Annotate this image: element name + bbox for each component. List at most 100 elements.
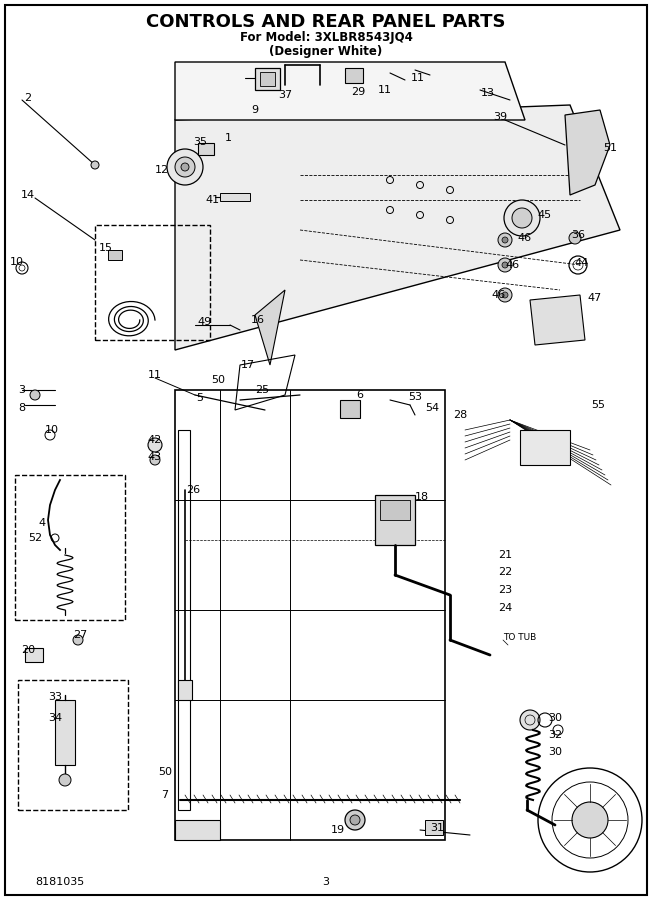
Circle shape <box>502 262 508 268</box>
Text: 15: 15 <box>99 243 113 253</box>
Text: 49: 49 <box>198 317 212 327</box>
Circle shape <box>498 258 512 272</box>
Circle shape <box>350 815 360 825</box>
Bar <box>345 68 363 83</box>
Circle shape <box>512 208 532 228</box>
Circle shape <box>345 810 365 830</box>
Text: 50: 50 <box>211 375 225 385</box>
Text: 36: 36 <box>571 230 585 240</box>
Circle shape <box>502 292 508 298</box>
Circle shape <box>520 710 540 730</box>
Text: 27: 27 <box>73 630 87 640</box>
Circle shape <box>572 802 608 838</box>
Text: 4: 4 <box>38 518 46 528</box>
Text: 1: 1 <box>224 133 231 143</box>
Bar <box>220 193 250 201</box>
Text: 20: 20 <box>21 645 35 655</box>
Text: 25: 25 <box>255 385 269 395</box>
Text: 54: 54 <box>425 403 439 413</box>
Text: 39: 39 <box>493 112 507 122</box>
Circle shape <box>569 232 581 244</box>
Text: 46: 46 <box>491 290 505 300</box>
Text: 50: 50 <box>158 767 172 777</box>
Polygon shape <box>530 295 585 345</box>
Text: 12: 12 <box>155 165 169 175</box>
Bar <box>380 500 410 520</box>
Text: 53: 53 <box>408 392 422 402</box>
Bar <box>375 495 415 545</box>
Text: 41: 41 <box>206 195 220 205</box>
Text: 33: 33 <box>48 692 62 702</box>
Text: 13: 13 <box>481 88 495 98</box>
Circle shape <box>498 233 512 247</box>
Bar <box>255 68 280 90</box>
Text: 52: 52 <box>28 533 42 543</box>
Text: 44: 44 <box>575 258 589 268</box>
Text: 10: 10 <box>10 257 24 267</box>
Text: 11: 11 <box>148 370 162 380</box>
Bar <box>55 700 75 765</box>
Text: 19: 19 <box>331 825 345 835</box>
Bar <box>340 400 360 418</box>
Text: CONTROLS AND REAR PANEL PARTS: CONTROLS AND REAR PANEL PARTS <box>146 13 506 31</box>
Circle shape <box>167 149 203 185</box>
Polygon shape <box>175 105 620 350</box>
Text: 22: 22 <box>498 567 512 577</box>
Circle shape <box>59 774 71 786</box>
Circle shape <box>175 157 195 177</box>
Text: 46: 46 <box>518 233 532 243</box>
Text: 37: 37 <box>278 90 292 100</box>
Text: 30: 30 <box>548 747 562 757</box>
Text: 46: 46 <box>505 260 519 270</box>
Bar <box>15 475 125 620</box>
Text: 3: 3 <box>18 385 25 395</box>
Text: 17: 17 <box>241 360 255 370</box>
Text: 3: 3 <box>323 877 329 887</box>
Text: For Model: 3XLBR8543JQ4: For Model: 3XLBR8543JQ4 <box>239 32 413 44</box>
Polygon shape <box>255 290 285 365</box>
Text: 42: 42 <box>148 435 162 445</box>
Circle shape <box>504 200 540 236</box>
Text: 35: 35 <box>193 137 207 147</box>
Text: 14: 14 <box>21 190 35 200</box>
Text: 2: 2 <box>24 93 31 103</box>
Text: 7: 7 <box>162 790 169 800</box>
Text: 18: 18 <box>415 492 429 502</box>
Bar <box>425 820 443 835</box>
Text: 9: 9 <box>252 105 259 115</box>
Text: 6: 6 <box>357 390 364 400</box>
Text: 28: 28 <box>453 410 467 420</box>
Text: 32: 32 <box>548 730 562 740</box>
Bar <box>260 72 275 86</box>
Text: 26: 26 <box>186 485 200 495</box>
Text: (Designer White): (Designer White) <box>269 44 383 58</box>
Bar <box>18 680 128 810</box>
Bar <box>25 648 43 662</box>
Circle shape <box>30 390 40 400</box>
Text: 8: 8 <box>18 403 25 413</box>
Circle shape <box>181 163 189 171</box>
Text: 8181035: 8181035 <box>35 877 84 887</box>
Text: TO TUB: TO TUB <box>503 634 536 643</box>
Text: 11: 11 <box>378 85 392 95</box>
Circle shape <box>502 237 508 243</box>
Text: 23: 23 <box>498 585 512 595</box>
Text: 31: 31 <box>430 823 444 833</box>
Circle shape <box>498 288 512 302</box>
Text: 55: 55 <box>591 400 605 410</box>
Text: 11: 11 <box>411 73 425 83</box>
Text: 16: 16 <box>251 315 265 325</box>
Polygon shape <box>175 820 220 840</box>
Circle shape <box>91 161 99 169</box>
Text: 30: 30 <box>548 713 562 723</box>
Polygon shape <box>565 110 610 195</box>
Bar <box>178 430 190 810</box>
Text: 29: 29 <box>351 87 365 97</box>
Bar <box>175 390 445 840</box>
Circle shape <box>150 455 160 465</box>
Bar <box>108 250 122 260</box>
Bar <box>198 143 214 155</box>
Bar <box>95 225 210 340</box>
Text: 10: 10 <box>45 425 59 435</box>
Circle shape <box>148 438 162 452</box>
